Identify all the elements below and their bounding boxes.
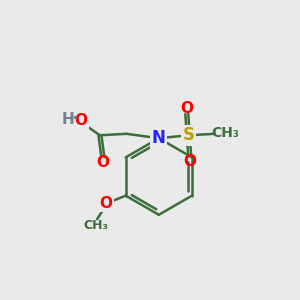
Text: H: H <box>62 112 75 127</box>
Text: O: O <box>74 113 87 128</box>
Text: O: O <box>180 101 193 116</box>
Text: O: O <box>100 196 112 211</box>
Text: O: O <box>96 155 110 170</box>
Text: O: O <box>183 154 196 169</box>
Text: CH₃: CH₃ <box>211 126 239 140</box>
Text: S: S <box>182 126 194 144</box>
Text: N: N <box>152 129 166 147</box>
Text: ·: · <box>71 110 78 128</box>
Text: CH₃: CH₃ <box>83 219 108 232</box>
